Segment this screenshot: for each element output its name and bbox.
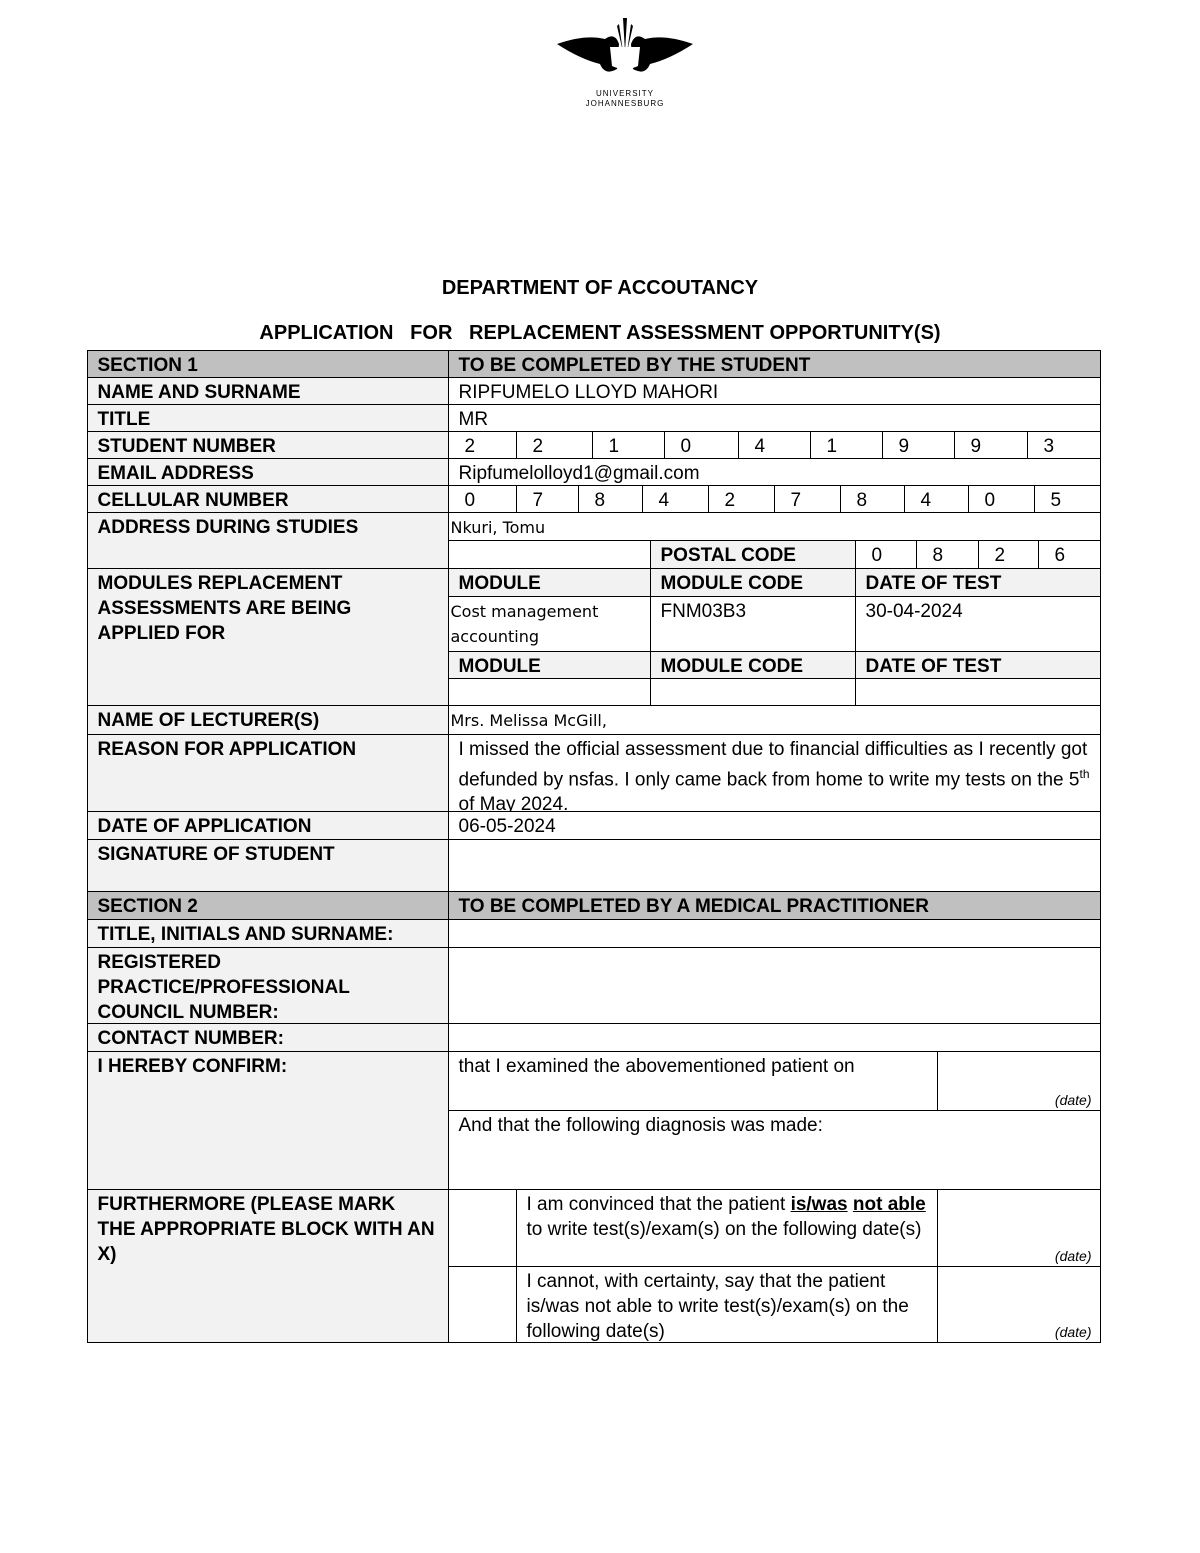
section-2-heading: TO BE COMPLETED BY A MEDICAL PRACTITIONE… [447, 890, 1101, 920]
examined-date-field[interactable]: (date) [936, 1050, 1101, 1111]
module-code-header: MODULE CODE [649, 567, 856, 597]
university-logo: UNIVERSITY JOHANNESBURG [555, 14, 695, 114]
reason-superscript: th [1079, 766, 1090, 781]
cellular-digit[interactable]: 2 [707, 484, 775, 513]
address-line-2[interactable] [447, 539, 651, 569]
lecturer-field: Mrs. Melissa McGill, [447, 704, 1101, 735]
module-2-date[interactable] [854, 677, 1101, 706]
date-of-test-header: DATE OF TEST [854, 650, 1101, 679]
student-number-digit[interactable]: 3 [1026, 430, 1101, 459]
contact-number-field[interactable] [447, 1022, 1101, 1052]
address-field: Nkuri, Tomu [447, 511, 1101, 541]
option-2-text: I cannot, with certainty, say that the p… [515, 1265, 938, 1343]
student-number-digit[interactable]: 9 [953, 430, 1028, 459]
student-number-digit[interactable]: 4 [737, 430, 811, 459]
postal-code-digit[interactable]: 2 [977, 539, 1039, 569]
address-label: ADDRESS DURING STUDIES [86, 511, 449, 569]
option-1-checkbox[interactable] [447, 1188, 517, 1267]
logo-text: UNIVERSITY [595, 89, 654, 98]
postal-code-label: POSTAL CODE [649, 539, 856, 569]
title-field: MR [447, 403, 1101, 432]
cellular-digit[interactable]: 5 [1033, 484, 1101, 513]
date-hint: (date) [1054, 1323, 1092, 1340]
council-number-label: REGISTERED PRACTICE/PROFESSIONAL COUNCIL… [86, 946, 449, 1024]
postal-code-digit[interactable]: 6 [1037, 539, 1101, 569]
opt-text: I am convinced that the patient [526, 1193, 791, 1215]
opt-emphasis: is/was [790, 1193, 848, 1215]
date-of-application-label: DATE OF APPLICATION [86, 810, 449, 840]
practitioner-name-field[interactable] [447, 918, 1101, 948]
diagnosis-field: And that the following diagnosis was mad… [447, 1109, 1101, 1190]
student-number-digit[interactable]: 2 [447, 430, 517, 459]
cellular-digit[interactable]: 7 [773, 484, 841, 513]
section-1-heading: TO BE COMPLETED BY THE STUDENT [447, 349, 1101, 378]
option-2-checkbox[interactable] [447, 1265, 517, 1343]
reason-text: of May 2024. [458, 793, 569, 812]
logo-text: JOHANNESBURG [585, 99, 665, 108]
student-number-digit[interactable]: 2 [515, 430, 593, 459]
cellular-digit[interactable]: 4 [641, 484, 709, 513]
examined-text: that I examined the abovementioned patie… [447, 1050, 938, 1111]
student-number-digit[interactable]: 1 [809, 430, 883, 459]
form-title: APPLICATION FOR REPLACEMENT ASSESSMENT O… [259, 322, 941, 344]
student-number-digit[interactable]: 0 [663, 430, 739, 459]
module-1-date: 30-04-2024 [854, 595, 1101, 652]
title-label: TITLE [86, 403, 449, 432]
name-label: NAME AND SURNAME [86, 376, 449, 405]
opt-text: to write test(s)/exam(s) on the followin… [526, 1218, 922, 1240]
lecturer-label: NAME OF LECTURER(S) [86, 704, 449, 735]
module-1-name: Cost management accounting [447, 595, 651, 652]
bird-crest-icon [557, 18, 693, 72]
contact-number-label: CONTACT NUMBER: [86, 1022, 449, 1052]
name-field: RIPFUMELO LLOYD MAHORI [447, 376, 1101, 405]
cellular-digit[interactable]: 7 [515, 484, 579, 513]
furthermore-label: FURTHERMORE (PLEASE MARK THE APPROPRIATE… [86, 1188, 449, 1343]
signature-field[interactable] [447, 838, 1101, 892]
email-field: Ripfumelolloyd1@gmail.com [447, 457, 1101, 486]
reason-field[interactable]: I missed the official assessment due to … [447, 733, 1101, 812]
module-code-header: MODULE CODE [649, 650, 856, 679]
section-2-label: SECTION 2 [86, 890, 449, 920]
reason-text: I missed the official assessment due to … [458, 738, 1088, 790]
student-number-label: STUDENT NUMBER [86, 430, 449, 459]
option-1-text: I am convinced that the patient is/was n… [515, 1188, 938, 1267]
module-header: MODULE [447, 650, 651, 679]
email-label: EMAIL ADDRESS [86, 457, 449, 486]
section-1-label: SECTION 1 [86, 349, 449, 378]
practitioner-name-label: TITLE, INITIALS AND SURNAME: [86, 918, 449, 948]
date-hint: (date) [1054, 1091, 1092, 1108]
cellular-digit[interactable]: 8 [839, 484, 905, 513]
council-number-field[interactable] [447, 946, 1101, 1024]
postal-code-digit[interactable]: 8 [915, 539, 979, 569]
date-hint: (date) [1054, 1247, 1092, 1264]
modules-label: MODULES REPLACEMENT ASSESSMENTS ARE BEIN… [86, 567, 449, 706]
cellular-digit[interactable]: 8 [577, 484, 643, 513]
student-number-digit[interactable]: 1 [591, 430, 665, 459]
date-of-test-header: DATE OF TEST [854, 567, 1101, 597]
cellular-digit[interactable]: 0 [967, 484, 1035, 513]
postal-code-digit[interactable]: 0 [854, 539, 917, 569]
cellular-label: CELLULAR NUMBER [86, 484, 449, 513]
cellular-digit[interactable]: 4 [903, 484, 969, 513]
signature-label: SIGNATURE OF STUDENT [86, 838, 449, 892]
date-of-application-field: 06-05-2024 [447, 810, 1101, 840]
confirm-label: I HEREBY CONFIRM: [86, 1050, 449, 1190]
module-1-code: FNM03B3 [649, 595, 856, 652]
department-title: DEPARTMENT OF ACCOUTANCY [441, 277, 759, 299]
option-2-date-field[interactable]: (date) [936, 1265, 1101, 1343]
module-2-code[interactable] [649, 677, 856, 706]
option-1-date-field[interactable]: (date) [936, 1188, 1101, 1267]
student-number-digit[interactable]: 9 [881, 430, 955, 459]
module-2-name[interactable] [447, 677, 651, 706]
reason-label: REASON FOR APPLICATION [86, 733, 449, 812]
module-header: MODULE [447, 567, 651, 597]
cellular-digit[interactable]: 0 [447, 484, 517, 513]
opt-emphasis: not able [852, 1193, 926, 1215]
